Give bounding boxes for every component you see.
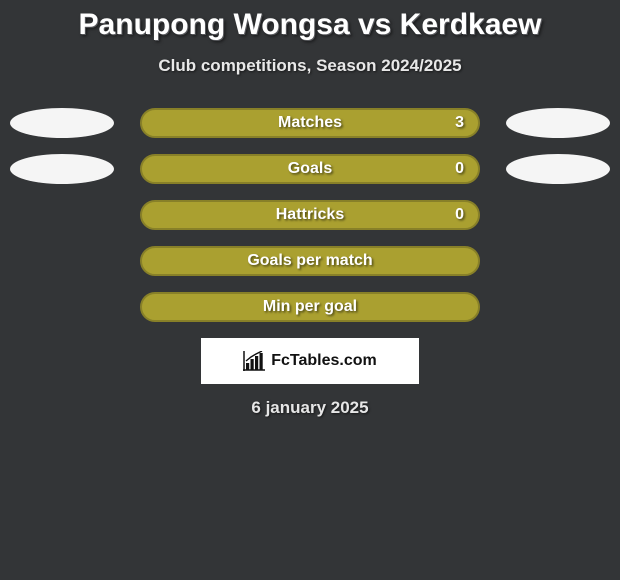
brand-logo: FcTables.com <box>201 338 419 384</box>
oval-spacer <box>10 246 114 276</box>
page-title: Panupong Wongsa vs Kerdkaew <box>0 8 620 42</box>
oval-spacer <box>10 200 114 230</box>
stat-label: Goals <box>288 160 332 178</box>
stat-label: Goals per match <box>247 252 372 270</box>
stat-row: Matches 3 <box>0 108 620 138</box>
stat-bar: Matches 3 <box>140 108 480 138</box>
stat-label: Matches <box>278 114 342 132</box>
stat-value: 3 <box>455 114 464 132</box>
date-label: 6 january 2025 <box>0 398 620 418</box>
player-right-oval <box>506 108 610 138</box>
stat-label: Hattricks <box>276 206 344 224</box>
stat-bar: Min per goal <box>140 292 480 322</box>
oval-spacer <box>10 292 114 322</box>
stat-rows: Matches 3 Goals 0 Hattricks 0 Goals per match M… <box>0 108 620 322</box>
stat-label: Min per goal <box>263 298 357 316</box>
stat-value: 0 <box>455 206 464 224</box>
stat-value: 0 <box>455 160 464 178</box>
brand-text: FcTables.com <box>271 352 377 370</box>
player-right-oval <box>506 154 610 184</box>
player-left-oval <box>10 108 114 138</box>
subtitle: Club competitions, Season 2024/2025 <box>0 56 620 76</box>
stat-row: Goals 0 <box>0 154 620 184</box>
stat-bar: Goals 0 <box>140 154 480 184</box>
player-left-oval <box>10 154 114 184</box>
stat-row: Hattricks 0 <box>0 200 620 230</box>
bar-chart-icon <box>243 351 265 371</box>
stat-row: Min per goal <box>0 292 620 322</box>
oval-spacer <box>506 292 610 322</box>
oval-spacer <box>506 200 610 230</box>
stat-row: Goals per match <box>0 246 620 276</box>
stat-bar: Hattricks 0 <box>140 200 480 230</box>
oval-spacer <box>506 246 610 276</box>
stat-bar: Goals per match <box>140 246 480 276</box>
